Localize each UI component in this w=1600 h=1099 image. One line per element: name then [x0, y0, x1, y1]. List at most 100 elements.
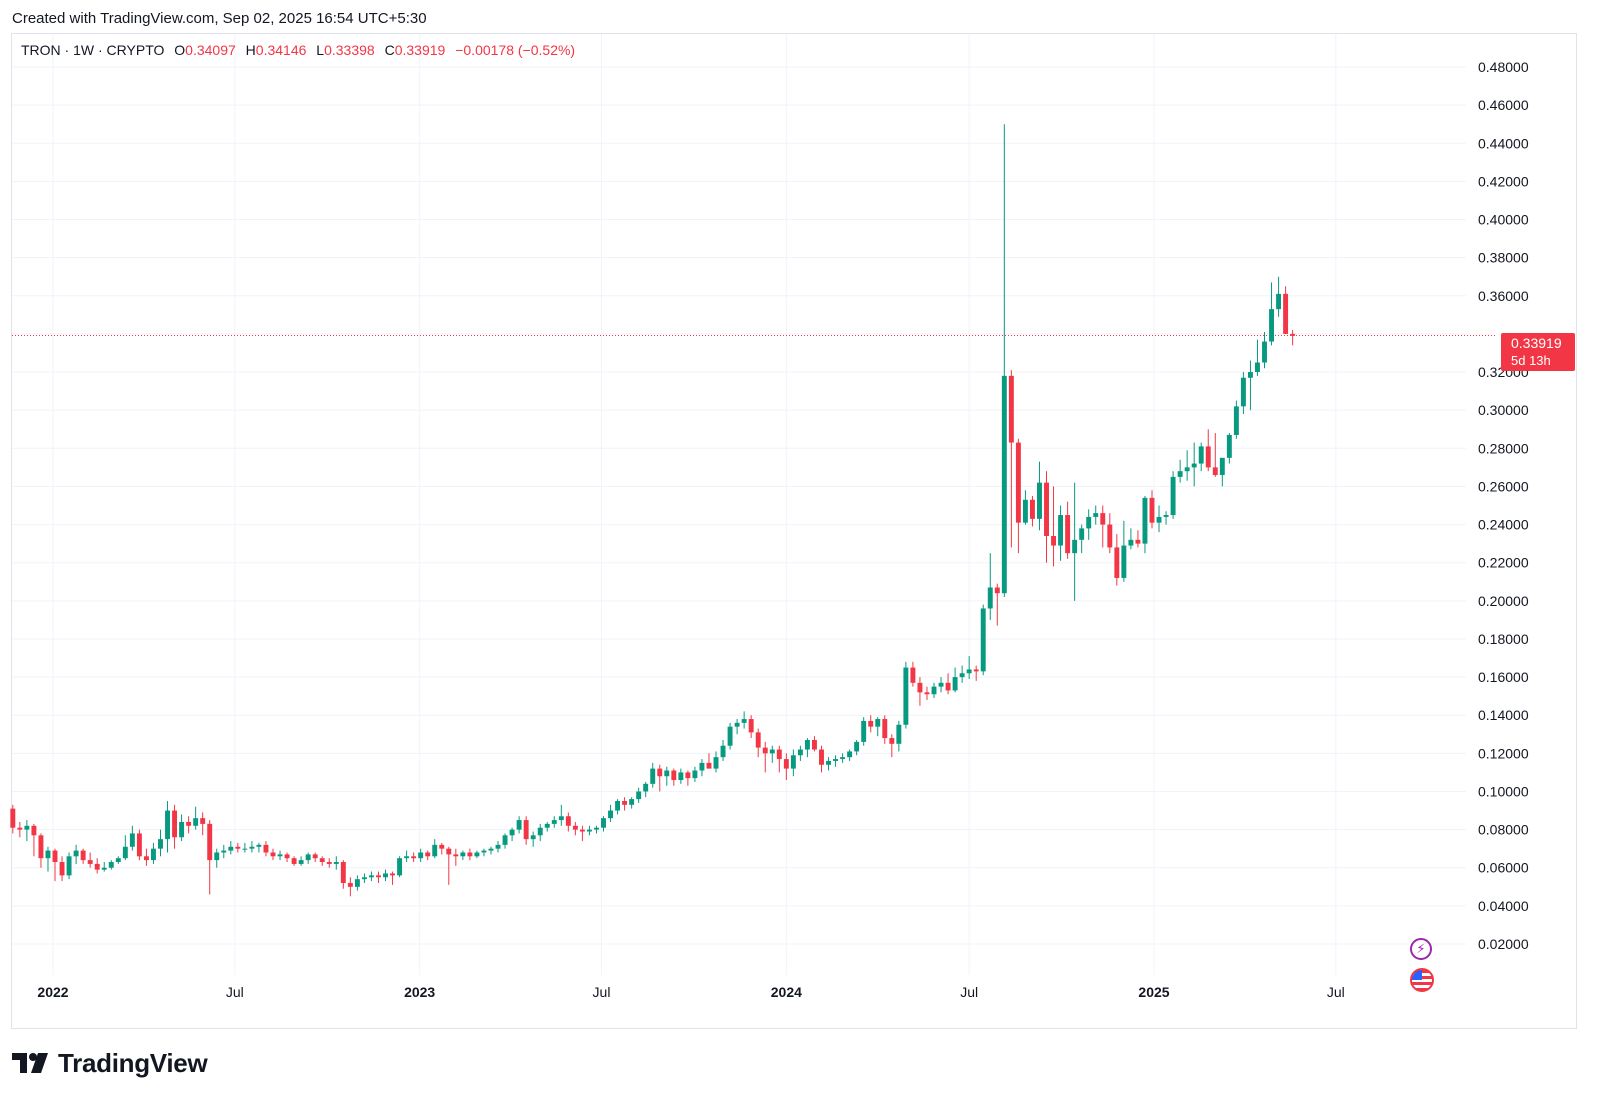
- candle-body: [657, 768, 663, 777]
- lightning-bolt-icon[interactable]: ⚡: [1410, 938, 1432, 960]
- candle-body: [713, 757, 719, 769]
- candle-body: [347, 882, 353, 887]
- candle-body: [383, 873, 388, 878]
- candle-body: [1058, 515, 1064, 546]
- candle-body: [488, 848, 494, 851]
- y-tick-label: 0.28000: [1478, 440, 1529, 456]
- candle-body: [671, 770, 677, 781]
- candle-body: [73, 850, 79, 857]
- candle-body: [959, 673, 965, 678]
- candle-body: [59, 862, 65, 876]
- candle-body: [755, 732, 761, 748]
- y-tick-label: 0.30000: [1478, 402, 1529, 418]
- candle-body: [861, 720, 867, 742]
- candle-body: [1037, 482, 1042, 519]
- last-price-value: 0.33919: [1511, 335, 1562, 351]
- y-tick-label: 0.42000: [1478, 173, 1529, 189]
- candle-body: [165, 810, 170, 840]
- candle-body: [1128, 539, 1134, 546]
- symbol-label[interactable]: TRON · 1W · CRYPTO: [21, 42, 165, 58]
- candle-body: [101, 867, 107, 870]
- candle-body: [797, 749, 803, 756]
- y-tick-label: 0.26000: [1478, 478, 1529, 494]
- candle-body: [720, 745, 726, 758]
- candle-body: [411, 856, 417, 859]
- candle-body: [207, 823, 213, 861]
- candle-body: [17, 827, 23, 830]
- tradingview-logo[interactable]: TradingView: [12, 1046, 208, 1080]
- candle-body: [664, 770, 670, 777]
- y-tick-label: 0.06000: [1478, 860, 1529, 876]
- candle-body: [390, 873, 396, 876]
- candle-body: [572, 825, 578, 830]
- candle-body: [172, 810, 178, 838]
- candle-body: [910, 667, 916, 683]
- x-tick-label: Jul: [593, 984, 611, 1000]
- candle-body: [994, 587, 1000, 594]
- candle-body: [1255, 362, 1260, 373]
- candle-body: [340, 862, 346, 883]
- candle-body: [87, 860, 93, 864]
- candle-body: [1142, 497, 1148, 544]
- candle-body: [418, 852, 424, 859]
- x-tick-label: 2022: [37, 984, 68, 1000]
- y-tick-label: 0.14000: [1478, 707, 1529, 723]
- candle-body: [136, 833, 142, 857]
- candle-body: [811, 740, 817, 750]
- candle-body: [741, 719, 747, 723]
- candle-body: [558, 816, 564, 821]
- y-tick-label: 0.22000: [1478, 555, 1529, 571]
- candle-body: [1114, 547, 1120, 578]
- candle-body: [601, 818, 606, 828]
- candle-body: [875, 719, 881, 727]
- candle-body: [460, 852, 466, 857]
- candle-body: [1219, 457, 1225, 475]
- candle-body: [854, 741, 860, 752]
- candle-body: [980, 608, 986, 672]
- candle-body: [179, 821, 185, 838]
- candle-body: [966, 669, 972, 674]
- candle-body: [404, 856, 410, 859]
- candle-body: [1212, 467, 1218, 475]
- candle-body: [1065, 515, 1071, 554]
- candle-body: [31, 825, 37, 836]
- x-tick-label: Jul: [1327, 984, 1345, 1000]
- candle-body: [1093, 513, 1099, 517]
- candle-body: [1107, 524, 1113, 548]
- candle-body: [284, 854, 290, 859]
- x-tick-label: Jul: [226, 984, 244, 1000]
- candle-body: [783, 759, 789, 769]
- candle-body: [108, 862, 114, 868]
- candle-body: [1029, 499, 1035, 519]
- candle-body: [221, 850, 227, 853]
- candle-body: [193, 818, 199, 826]
- candle-body: [10, 808, 16, 828]
- us-flag-icon[interactable]: [1410, 968, 1434, 992]
- candle-body: [186, 821, 192, 826]
- y-tick-label: 0.40000: [1478, 212, 1529, 228]
- y-tick-label: 0.48000: [1478, 59, 1529, 75]
- candle-body: [1226, 434, 1232, 458]
- candle-body: [882, 719, 888, 739]
- candle-body: [1240, 377, 1246, 407]
- candle-body: [495, 844, 501, 849]
- high-value: 0.34146: [255, 42, 307, 58]
- candle-body: [235, 846, 241, 849]
- y-tick-label: 0.04000: [1478, 898, 1529, 914]
- candle-body: [376, 875, 381, 878]
- candle-body: [368, 875, 374, 878]
- candle-body: [1269, 309, 1274, 342]
- x-tick-label: 2025: [1138, 984, 1169, 1000]
- x-tick-label: Jul: [960, 984, 978, 1000]
- candle-body: [1262, 341, 1267, 363]
- candle-body: [425, 852, 431, 857]
- candle-body: [544, 823, 550, 828]
- candle-body: [952, 677, 958, 691]
- candle-body: [94, 863, 100, 870]
- candle-body: [354, 879, 360, 887]
- candle-body: [439, 844, 445, 849]
- candle-body: [1121, 545, 1127, 578]
- candle-body: [263, 844, 269, 853]
- candle-body: [1022, 499, 1028, 523]
